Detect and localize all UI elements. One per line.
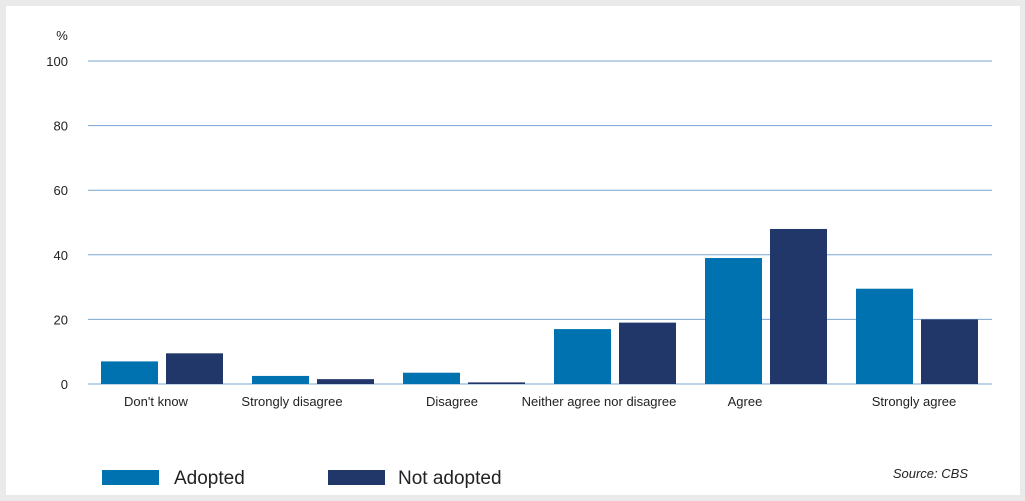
x-tick-label: Agree (728, 394, 763, 409)
legend-label: Not adopted (398, 468, 502, 489)
x-tick-label: Disagree (426, 394, 478, 409)
bar-adopted-0 (101, 361, 158, 384)
y-tick-label: 100 (46, 54, 68, 69)
y-tick-label: 80 (54, 119, 68, 134)
bar-not-adopted-5 (921, 319, 978, 384)
bar-not-adopted-2 (468, 382, 525, 384)
legend-label: Adopted (174, 468, 245, 489)
bar-not-adopted-0 (166, 353, 223, 384)
legend-swatch (328, 470, 385, 485)
bar-not-adopted-4 (770, 228, 827, 384)
y-tick-label: 40 (54, 248, 68, 263)
bar-adopted-3 (554, 329, 611, 384)
gridlines (88, 60, 992, 385)
legend-swatch (102, 470, 159, 485)
x-tick-label: Neither agree nor disagree (522, 394, 677, 409)
bar-adopted-4 (705, 258, 762, 384)
legend: Adopted Not adopted (102, 468, 502, 489)
y-tick-label: 0 (61, 377, 68, 392)
y-tick-labels: 0 20 40 60 80 100 (46, 54, 68, 392)
chart-panel (6, 6, 1020, 495)
x-tick-label: Don't know (124, 394, 189, 409)
bar-not-adopted-1 (317, 379, 374, 384)
bar-adopted-5 (856, 288, 913, 384)
x-tick-label: Strongly disagree (241, 394, 342, 409)
x-tick-label: Strongly agree (872, 394, 957, 409)
source-note: Source: CBS (893, 466, 968, 481)
bar-adopted-2 (403, 372, 460, 384)
bar-adopted-1 (252, 375, 309, 384)
y-tick-label: 60 (54, 183, 68, 198)
bars (101, 228, 978, 384)
y-tick-label: 20 (54, 312, 68, 327)
y-axis-label: % (56, 28, 68, 43)
x-tick-labels: Don't know Strongly disagree Disagree Neith… (124, 394, 956, 409)
bar-not-adopted-3 (619, 322, 676, 384)
